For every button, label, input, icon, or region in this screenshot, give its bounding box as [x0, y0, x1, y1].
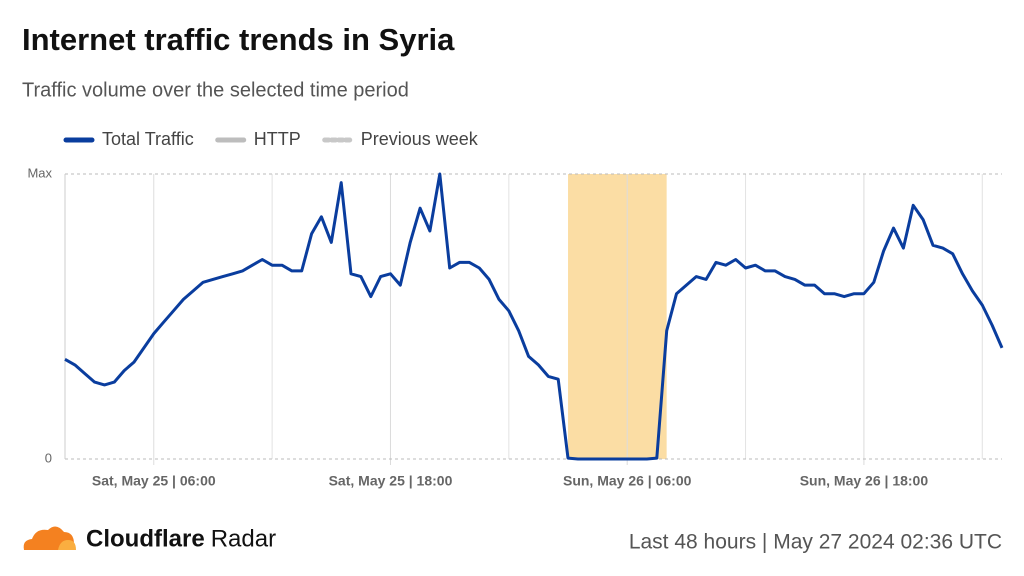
x-tick-label: Sun, May 26 | 06:00 [563, 473, 692, 489]
product: Radar [211, 525, 276, 552]
chart-title: Internet traffic trends in Syria [22, 22, 455, 57]
y-tick-label: 0 [45, 450, 52, 465]
x-tick-label: Sat, May 25 | 06:00 [92, 473, 216, 489]
traffic-line [64, 172, 1004, 461]
y-tick-label: Max [27, 165, 52, 180]
logo [23, 526, 76, 550]
legend-label: Total Traffic [102, 129, 194, 149]
brand: Cloudflare [86, 525, 205, 552]
chart-subtitle: Traffic volume over the selected time pe… [22, 79, 409, 101]
x-tick-label: Sun, May 26 | 18:00 [800, 473, 929, 489]
period: Last 48 hours | May 27 2024 02:36 UTC [629, 531, 1002, 554]
x-tick-label: Sat, May 25 | 18:00 [329, 473, 453, 489]
legend-label: HTTP [254, 129, 301, 149]
highlight [568, 174, 667, 459]
legend-label: Previous week [361, 129, 479, 149]
